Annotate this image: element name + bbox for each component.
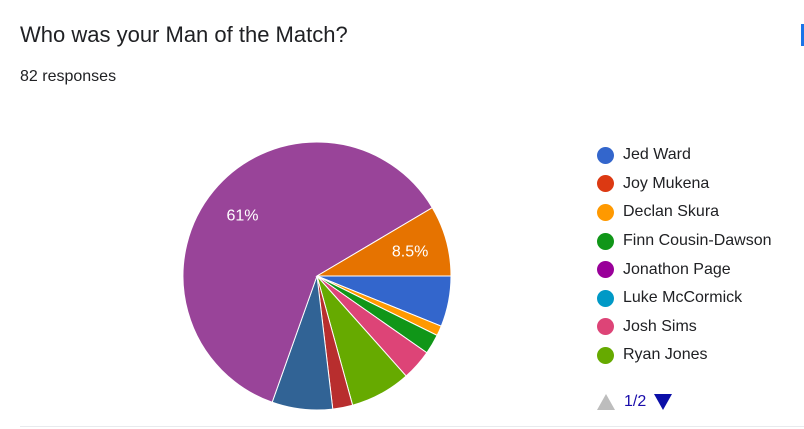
- legend-label: Jed Ward: [623, 146, 691, 164]
- question-title: Who was your Man of the Match?: [20, 22, 348, 47]
- legend-item: Jonathon Page: [597, 255, 772, 284]
- legend-swatch: [597, 146, 614, 164]
- legend-swatch: [597, 203, 614, 221]
- pie-chart: 61% 8.5%: [182, 141, 452, 411]
- legend-swatch: [597, 261, 614, 279]
- legend-label: Luke McCormick: [623, 289, 743, 307]
- slice-data-label: 8.5%: [392, 244, 428, 261]
- legend-swatch: [597, 175, 614, 193]
- legend-item: Ryan Jones: [597, 341, 772, 370]
- edge-accent-bar: [801, 24, 804, 46]
- legend-item: Joy Mukena: [597, 170, 772, 199]
- legend-swatch: [597, 318, 614, 336]
- triangle-up-icon[interactable]: [597, 394, 615, 410]
- legend-label: Ryan Jones: [623, 346, 708, 364]
- legend-swatch: [597, 289, 614, 307]
- triangle-down-icon[interactable]: [654, 394, 673, 410]
- legend-label: Joy Mukena: [623, 174, 710, 192]
- legend-item: Jed Ward: [597, 141, 772, 170]
- pie-slice: [182, 141, 433, 403]
- legend-swatch: [597, 232, 614, 250]
- legend-pager: 1/2: [597, 393, 673, 411]
- response-count: 82 responses: [20, 68, 117, 85]
- legend-item: Declan Skura: [597, 198, 772, 227]
- legend-label: Jonathon Page: [623, 260, 731, 278]
- legend-item: Josh Sims: [597, 313, 772, 342]
- slice-data-label: 61%: [226, 208, 258, 225]
- pie-slice: [315, 207, 452, 277]
- legend-swatch: [597, 346, 614, 364]
- legend-item: Finn Cousin-Dawson: [597, 227, 772, 256]
- legend-item: Luke McCormick: [597, 284, 772, 313]
- pager-text: 1/2: [624, 393, 647, 410]
- bottom-divider: [20, 426, 804, 427]
- legend-label: Declan Skura: [623, 203, 720, 221]
- chart-legend: Jed Ward Joy Mukena Declan Skura Finn Cousi…: [597, 141, 772, 370]
- legend-label: Josh Sims: [623, 317, 697, 335]
- legend-label: Finn Cousin-Dawson: [623, 232, 772, 250]
